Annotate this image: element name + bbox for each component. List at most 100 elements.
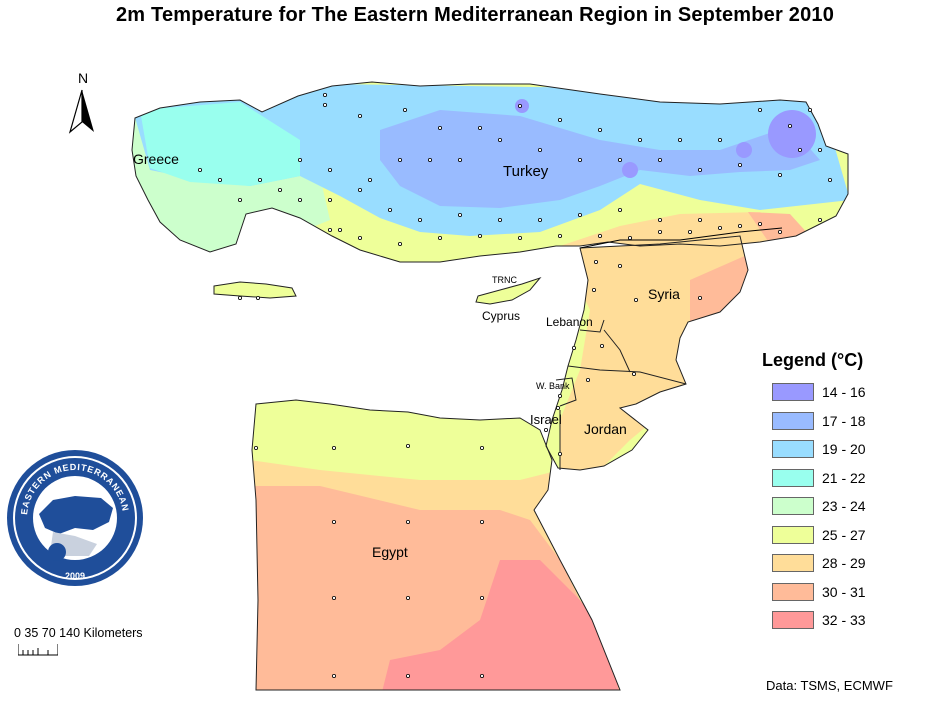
station-point xyxy=(598,127,603,132)
station-point xyxy=(572,345,577,350)
station-point xyxy=(457,157,462,162)
map-title: 2m Temperature for The Eastern Mediterra… xyxy=(115,4,835,26)
station-point xyxy=(698,217,703,222)
legend-swatch xyxy=(772,611,814,629)
station-point xyxy=(594,259,599,264)
station-point xyxy=(828,177,833,182)
station-point xyxy=(658,217,663,222)
station-point xyxy=(634,297,639,302)
station-point xyxy=(405,443,410,448)
station-point xyxy=(331,520,336,525)
station-point xyxy=(327,227,332,232)
station-point xyxy=(718,225,723,230)
scale-label: 0 35 70 140 Kilometers xyxy=(14,626,143,640)
legend-item: 23 - 24 xyxy=(762,497,942,526)
country-borders xyxy=(131,81,849,691)
station-point xyxy=(618,157,623,162)
station-point xyxy=(405,596,410,601)
station-point xyxy=(237,197,242,202)
legend-item: 14 - 16 xyxy=(762,383,942,412)
zone-14-16 xyxy=(622,162,638,178)
station-point xyxy=(497,217,502,222)
legend: Legend (°C) 14 - 16 17 - 18 19 - 20 21 - 22… xyxy=(762,350,942,640)
legend-item: 28 - 29 xyxy=(762,554,942,583)
station-point xyxy=(578,212,583,217)
station-point xyxy=(558,393,563,398)
station-points xyxy=(197,93,833,679)
label-w-bank: W. Bank xyxy=(536,381,570,391)
station-point xyxy=(558,118,563,123)
logo-year: 2009 xyxy=(65,571,85,581)
zone-32-33 xyxy=(380,560,620,690)
zone-17-18 xyxy=(380,110,820,208)
station-point xyxy=(688,229,693,234)
legend-swatch xyxy=(772,468,814,487)
station-point xyxy=(437,235,442,240)
station-point xyxy=(628,235,633,240)
station-point xyxy=(556,405,561,410)
legend-item: 32 - 33 xyxy=(762,611,942,640)
legend-item: 19 - 20 xyxy=(762,440,942,469)
station-point xyxy=(600,343,605,348)
station-point xyxy=(357,114,362,119)
station-point xyxy=(322,93,327,98)
station-point xyxy=(322,103,327,108)
station-point xyxy=(818,147,823,152)
zone-14-16 xyxy=(736,142,752,158)
station-point xyxy=(538,147,543,152)
legend-item: 17 - 18 xyxy=(762,411,942,441)
station-point xyxy=(698,167,703,172)
label-turkey: Turkey xyxy=(503,163,549,180)
label-trnc: TRNC xyxy=(492,275,517,285)
station-point xyxy=(738,162,743,167)
station-point xyxy=(632,371,637,376)
legend-items: 14 - 16 17 - 18 19 - 20 21 - 22 23 - 24 25 - … xyxy=(762,383,942,640)
legend-label: 30 - 31 xyxy=(822,583,866,600)
station-point xyxy=(397,241,402,246)
zone-30-31 xyxy=(690,250,760,330)
north-arrow-icon xyxy=(68,89,94,134)
legend-label: 21 - 22 xyxy=(822,469,866,486)
station-point xyxy=(417,217,422,222)
station-point xyxy=(618,263,623,268)
legend-swatch xyxy=(772,411,814,430)
legend-swatch xyxy=(772,525,814,544)
station-point xyxy=(698,295,703,300)
label-lebanon: Lebanon xyxy=(546,315,593,329)
legend-title: Legend (°C) xyxy=(762,350,864,370)
station-point xyxy=(357,187,362,192)
station-point xyxy=(337,227,342,232)
station-point xyxy=(586,377,591,382)
station-point xyxy=(518,104,523,109)
legend-swatch xyxy=(772,582,814,601)
legend-swatch xyxy=(772,440,814,458)
station-point xyxy=(598,233,603,238)
station-point xyxy=(197,167,202,172)
station-point xyxy=(718,137,723,142)
station-point xyxy=(457,212,462,217)
station-point xyxy=(255,295,260,300)
label-greece: Greece xyxy=(133,151,179,167)
station-point xyxy=(327,167,332,172)
station-point xyxy=(331,674,336,679)
legend-label: 25 - 27 xyxy=(822,526,866,543)
station-point xyxy=(367,177,372,182)
zone-14-16 xyxy=(768,110,816,158)
station-point xyxy=(405,674,410,679)
station-point xyxy=(758,221,763,226)
station-point xyxy=(327,197,332,202)
station-point xyxy=(331,445,336,450)
station-point xyxy=(758,108,763,113)
station-point xyxy=(618,207,623,212)
legend-label: 14 - 16 xyxy=(822,384,866,400)
legend-swatch xyxy=(772,497,814,515)
station-point xyxy=(798,147,803,152)
zone-21-22 xyxy=(140,102,300,186)
station-point xyxy=(658,157,663,162)
legend-label: 23 - 24 xyxy=(822,498,866,514)
legend-item: 21 - 22 xyxy=(762,468,942,498)
station-point xyxy=(387,207,392,212)
station-point xyxy=(257,177,262,182)
label-cyprus: Cyprus xyxy=(482,309,520,323)
station-point xyxy=(357,235,362,240)
